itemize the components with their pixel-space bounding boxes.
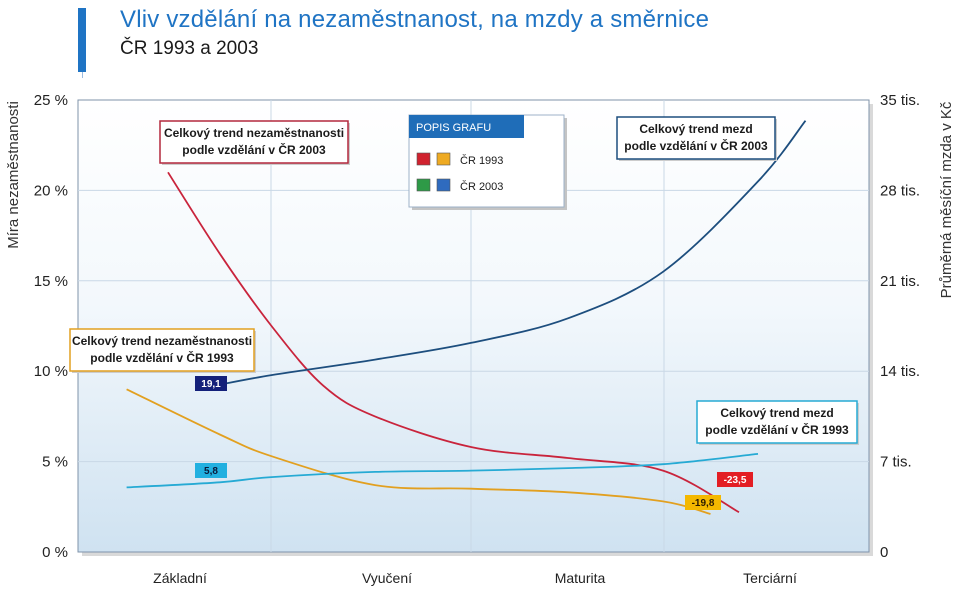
annotation-unemployment-1993: Celkový trend nezaměstnanosti podle vzděl… <box>69 328 256 373</box>
x-axis-ticks: Základní Vyučení Maturita Terciární <box>153 570 797 586</box>
annotation-text: podle vzdělání v ČR 1993 <box>90 350 234 365</box>
annotation-text: podle vzdělání v ČR 1993 <box>705 422 849 437</box>
x-tick-label: Vyučení <box>362 570 412 586</box>
annotation-text: Celkový trend mezd <box>639 122 752 136</box>
annotation-text: podle vzdělání v ČR 2003 <box>624 138 768 153</box>
unemployment-1993-line <box>126 388 711 515</box>
legend-entry-2003: ČR 2003 <box>416 178 503 193</box>
title-accent-bar <box>78 8 86 72</box>
chart-title: Vliv vzdělání na nezaměstnanost, na mzdy… <box>120 6 710 33</box>
slope-badge-unemployment-1993: -19,8 <box>685 495 721 510</box>
slope-badge-text: -23,5 <box>724 475 747 486</box>
right-tick-label: 0 <box>880 544 888 561</box>
right-tick-label: 35 tis. <box>880 92 920 109</box>
slope-badge-text: 19,1 <box>201 379 221 390</box>
slope-badges: 19,1 5,8 -23,5 -19,8 <box>195 376 753 510</box>
left-tick-label: 25 % <box>34 92 68 109</box>
slope-badge-box <box>685 495 721 510</box>
slope-badge-wages-1993: 5,8 <box>195 463 227 478</box>
legend-swatch <box>416 152 431 166</box>
annotation-frame <box>696 400 858 444</box>
slope-badge-box <box>195 463 227 478</box>
legend-label: ČR 2003 <box>460 180 503 193</box>
right-axis-label: Průměrná měsíční mzda v Kč <box>938 101 955 298</box>
left-tick-label: 0 % <box>42 544 68 561</box>
x-tick-label: Základní <box>153 570 207 586</box>
slope-badge-text: -19,8 <box>692 498 715 509</box>
right-tick-label: 14 tis. <box>880 363 920 380</box>
annotation-wages-1993: Celkový trend mezd podle vzdělání v ČR 19… <box>696 400 859 445</box>
chart-subtitle: ČR 1993 a 2003 <box>120 38 259 59</box>
right-tick-label: 28 tis. <box>880 182 920 199</box>
left-tick-label: 20 % <box>34 182 68 199</box>
right-axis-ticks: 0 7 tis. 14 tis. 21 tis. 28 tis. 35 tis. <box>880 92 920 561</box>
legend-swatch <box>416 178 431 192</box>
left-axis-label: Míra nezaměstnanosti <box>5 101 22 249</box>
annotation-text: Celkový trend nezaměstnanosti <box>72 334 252 348</box>
wages-2003-line <box>209 120 807 388</box>
slope-badge-unemployment-2003: -23,5 <box>717 472 753 487</box>
left-axis-ticks: 0 % 5 % 10 % 15 % 20 % 25 % <box>34 92 68 561</box>
legend-swatch <box>436 178 451 192</box>
legend-swatch <box>436 152 451 166</box>
annotation-text: Celkový trend nezaměstnanosti <box>164 126 344 140</box>
annotation-frame <box>616 116 776 160</box>
annotation-frame <box>159 120 349 164</box>
right-tick-label: 7 tis. <box>880 454 912 471</box>
annotation-unemployment-2003: Celkový trend nezaměstnanosti podle vzděl… <box>159 120 350 165</box>
wages-1993-line <box>126 453 759 489</box>
legend-title: POPIS GRAFU <box>416 122 491 134</box>
right-tick-label: 21 tis. <box>880 273 920 290</box>
annotation-text: podle vzdělání v ČR 2003 <box>182 142 326 157</box>
slope-badge-box <box>195 376 227 391</box>
slope-badge-text: 5,8 <box>204 466 218 477</box>
x-tick-label: Maturita <box>555 570 606 586</box>
slope-badge-box <box>717 472 753 487</box>
annotation-text: Celkový trend mezd <box>720 406 833 420</box>
annotation-frame <box>69 328 255 372</box>
slope-badge-wages-2003: 19,1 <box>195 376 227 391</box>
series-lines <box>126 120 807 515</box>
left-tick-label: 5 % <box>42 454 68 471</box>
annotations: Celkový trend nezaměstnanosti podle vzděl… <box>69 116 859 445</box>
legend-header <box>409 115 524 138</box>
left-tick-label: 15 % <box>34 273 68 290</box>
legend-entry-1993: ČR 1993 <box>416 152 503 167</box>
left-tick-label: 10 % <box>34 363 68 380</box>
legend: POPIS GRAFU ČR 1993 ČR 2003 <box>408 114 567 210</box>
annotation-wages-2003: Celkový trend mezd podle vzdělání v ČR 20… <box>616 116 777 161</box>
legend-label: ČR 1993 <box>460 154 503 167</box>
x-tick-label: Terciární <box>743 570 797 586</box>
